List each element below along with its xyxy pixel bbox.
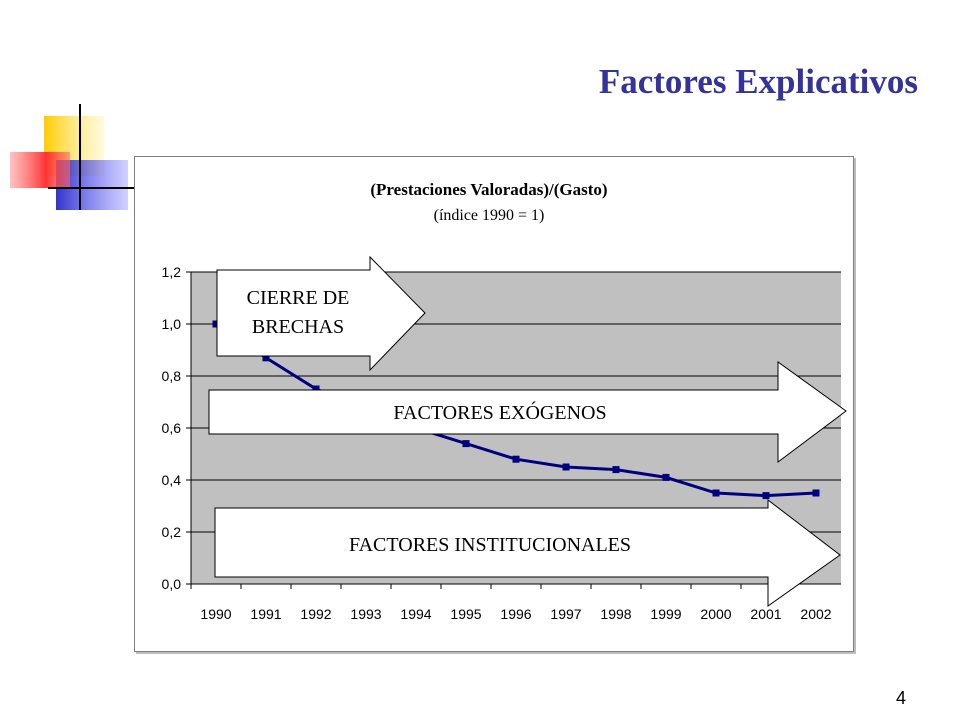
x-tick-label: 2000 bbox=[700, 606, 731, 622]
data-point bbox=[362, 406, 370, 414]
data-point bbox=[712, 489, 720, 497]
data-point bbox=[412, 424, 420, 432]
x-tick-label: 1997 bbox=[550, 606, 581, 622]
y-tick-label: 0,8 bbox=[162, 368, 182, 384]
x-tick-label: 1995 bbox=[450, 606, 481, 622]
y-tick-label: 1,2 bbox=[162, 264, 182, 280]
y-tick-label: 0,6 bbox=[162, 420, 182, 436]
data-point bbox=[662, 473, 670, 481]
data-point bbox=[762, 492, 770, 500]
data-point bbox=[612, 466, 620, 474]
chart-subtitle: (índice 1990 = 1) bbox=[434, 207, 545, 224]
x-tick-label: 1990 bbox=[200, 606, 231, 622]
x-tick-label: 1991 bbox=[250, 606, 281, 622]
line-chart: (Prestaciones Valoradas)/(Gasto) (índice… bbox=[162, 180, 841, 622]
x-tick-label: 2001 bbox=[750, 606, 781, 622]
data-point bbox=[312, 385, 320, 393]
data-point bbox=[512, 455, 520, 463]
x-tick-label: 1994 bbox=[400, 606, 431, 622]
y-tick-label: 0,0 bbox=[162, 576, 182, 592]
x-tick-label: 1993 bbox=[350, 606, 381, 622]
y-tick-label: 1,0 bbox=[162, 316, 182, 332]
data-point bbox=[562, 463, 570, 471]
chart-title: (Prestaciones Valoradas)/(Gasto) bbox=[370, 180, 607, 199]
y-tick-label: 0,2 bbox=[162, 524, 182, 540]
page-number: 4 bbox=[895, 688, 906, 708]
chart-frame: (Prestaciones Valoradas)/(Gasto) (índice… bbox=[134, 156, 854, 652]
data-point bbox=[812, 489, 820, 497]
data-point bbox=[212, 320, 220, 328]
slide-title: Factores Explicativos bbox=[598, 62, 918, 101]
x-tick-label: 2002 bbox=[800, 606, 831, 622]
x-tick-label: 1999 bbox=[650, 606, 681, 622]
x-tick-label: 1992 bbox=[300, 606, 331, 622]
x-tick-label: 1998 bbox=[600, 606, 631, 622]
red-square bbox=[10, 152, 70, 188]
y-tick-label: 0,4 bbox=[162, 472, 182, 488]
decorative-squares bbox=[10, 104, 138, 210]
x-tick-label: 1996 bbox=[500, 606, 531, 622]
data-point bbox=[262, 354, 270, 362]
data-point bbox=[462, 440, 470, 448]
